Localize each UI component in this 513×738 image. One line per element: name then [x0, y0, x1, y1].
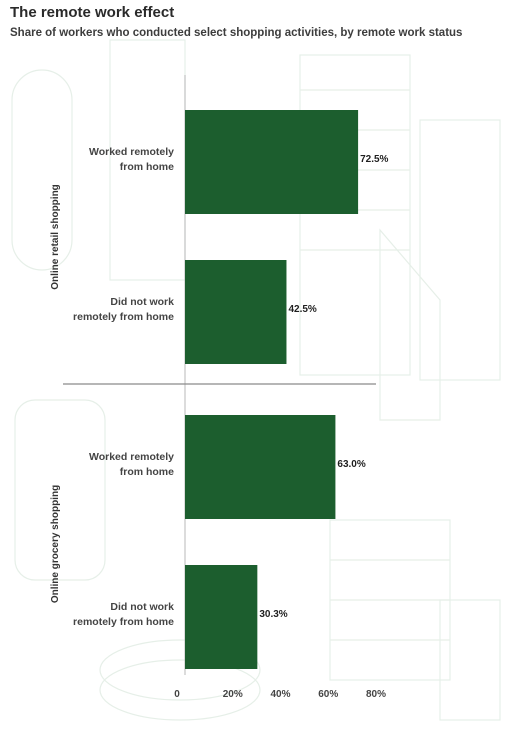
bar-category-label: from home — [120, 466, 174, 478]
group-label: Online grocery shopping — [50, 485, 61, 603]
bar-category-label: remotely from home — [73, 311, 174, 323]
bar — [185, 415, 336, 519]
chart-title: The remote work effect — [10, 4, 175, 21]
group-label: Online retail shopping — [50, 184, 61, 290]
x-tick-label: 0 — [174, 689, 180, 700]
x-tick-label: 20% — [223, 689, 243, 700]
bar-category-label: from home — [120, 161, 174, 173]
bar-category-label: remotely from home — [73, 616, 174, 628]
x-tick-label: 60% — [318, 689, 338, 700]
bar — [185, 260, 287, 364]
bar-category-label: Worked remotely — [89, 146, 174, 158]
bar-category-label: Worked remotely — [89, 451, 174, 463]
bar — [185, 110, 359, 214]
bar-value-label: 42.5% — [288, 304, 316, 315]
chart-subtitle: Share of workers who conducted select sh… — [10, 27, 463, 39]
x-tick-label: 40% — [270, 689, 290, 700]
x-tick-label: 80% — [366, 689, 386, 700]
bar-value-label: 63.0% — [337, 459, 365, 470]
bar-category-label: Did not work — [110, 296, 174, 308]
bar-value-label: 72.5% — [360, 154, 388, 165]
bar-category-label: Did not work — [110, 601, 174, 613]
bar-value-label: 30.3% — [259, 609, 287, 620]
bar — [185, 565, 258, 669]
